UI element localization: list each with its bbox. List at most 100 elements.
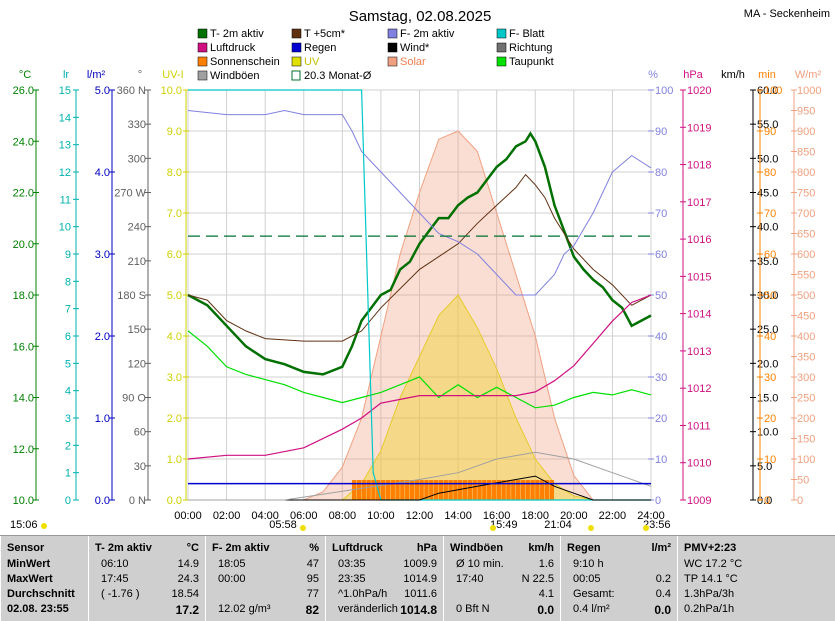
axis-tick-label-dir: 120 xyxy=(128,358,146,370)
table-cell-label: 18:05 xyxy=(218,558,246,570)
legend-swatch xyxy=(496,28,507,39)
table-cell-value: 1009.9 xyxy=(403,558,437,570)
series-t-5cm- xyxy=(187,173,652,342)
table-header-unit: % xyxy=(309,542,319,554)
table-header-unit: l/m² xyxy=(651,542,671,554)
axis-tick-label-dir: 330 xyxy=(128,119,146,131)
axis-tick-label-temp: 16.0 xyxy=(13,341,34,353)
axis-tick-label-temp: 18.0 xyxy=(13,290,34,302)
legend-label: UV xyxy=(304,56,320,68)
axis-tick-label-wind: 50.0 xyxy=(757,153,778,165)
axis-tick-label-lr: 4 xyxy=(65,386,71,398)
table-cell-value: 95 xyxy=(306,573,319,585)
axis-tick-label-min: 60 xyxy=(764,249,776,261)
sun-mark-label: 21:04 xyxy=(544,519,572,531)
table-cell-value: 0.0 xyxy=(537,603,554,617)
axis-tick-label-uvi: 3.0 xyxy=(167,372,182,384)
axis-unit-rain: l/m² xyxy=(87,69,106,81)
sunshine-bar xyxy=(487,480,492,500)
axis-tick-label-lr: 0 xyxy=(65,495,71,507)
axis-tick-label-uvi: 10.0 xyxy=(161,85,182,97)
sunshine-bar xyxy=(400,480,405,500)
axis-tick-label-hum: 90 xyxy=(655,126,667,138)
axis-tick-label-uvi: 9.0 xyxy=(167,126,182,138)
axis-tick-label-wind: 55.0 xyxy=(757,119,778,131)
table-cell-text: 0.2hPa/1h xyxy=(684,603,735,615)
axis-tick-label-dir: 300 xyxy=(128,153,146,165)
axis-tick-label-uvi: 4.0 xyxy=(167,331,182,343)
chart-legend: T- 2m aktiv T +5cm* F- 2m aktiv F- Blatt Luf… xyxy=(197,28,554,82)
legend-swatch xyxy=(496,56,507,67)
legend-label: Regen xyxy=(304,42,336,54)
axis-unit-solar: W/m² xyxy=(795,69,822,81)
sun-icon xyxy=(300,525,306,531)
axis-tick-label-press: 1013 xyxy=(687,346,711,358)
axis-tick-label-uvi: 6.0 xyxy=(167,249,182,261)
axis-tick-label-lr: 3 xyxy=(65,413,71,425)
axis-tick-label-rain: 5.0 xyxy=(95,85,110,97)
legend-label: Richtung xyxy=(509,42,552,54)
table-header-unit: °C xyxy=(186,542,199,554)
axis-tick-label-press: 1009 xyxy=(687,495,711,507)
table-cell-label: 00:00 xyxy=(218,573,246,585)
legend-label: T +5cm* xyxy=(304,28,346,40)
axis-tick-label-hum: 60 xyxy=(655,249,667,261)
summary-table: Sensor MinWert MaxWert Durchschnitt 02.08. 2… xyxy=(0,535,835,621)
axis-tick-label-solar: 250 xyxy=(797,393,815,405)
sunshine-bar xyxy=(472,480,477,500)
table-column: Windböen km/h Ø 10 min. 1.6 17:40 N 22.5 4.1 0 … xyxy=(443,536,560,621)
axis-tick-label-solar: 1000 xyxy=(797,85,821,97)
x-tick-label: 00:00 xyxy=(174,510,202,522)
x-tick-label: 18:00 xyxy=(521,510,549,522)
axis-tick-label-press: 1015 xyxy=(687,271,711,283)
axis-tick-label-hum: 20 xyxy=(655,413,667,425)
axis-tick-label-hum: 80 xyxy=(655,167,667,179)
axis-tick-label-solar: 850 xyxy=(797,147,815,159)
legend-label: Luftdruck xyxy=(210,42,256,54)
axis-tick-label-temp: 26.0 xyxy=(13,85,34,97)
table-row-label: MaxWert xyxy=(7,573,53,585)
table-cell-label: 03:35 xyxy=(338,558,366,570)
table-header: PMV+2:23 xyxy=(684,542,737,554)
axis-tick-label-lr: 12 xyxy=(59,167,71,179)
axis-tick-label-min: 80 xyxy=(764,167,776,179)
axis-tick-label-press: 1012 xyxy=(687,383,711,395)
sunshine-bar xyxy=(515,480,521,500)
x-tick-label: 06:00 xyxy=(290,510,318,522)
axis-tick-label-temp: 20.0 xyxy=(13,239,34,251)
axis-tick-label-rain: 0.0 xyxy=(95,495,110,507)
series-luftdruck xyxy=(187,294,652,460)
legend-label: Wind* xyxy=(400,42,430,54)
axis-tick-label-rain: 1.0 xyxy=(95,413,110,425)
chart-axes: 00:00 02:00 04:00 06:00 08:00 10:00 12:00 14:00… xyxy=(10,69,821,531)
sun-icon xyxy=(588,525,594,531)
axis-tick-label-solar: 800 xyxy=(797,167,815,179)
table-cell-label: 0.4 l/m² xyxy=(573,603,610,615)
x-tick-label: 04:00 xyxy=(251,510,279,522)
sunshine-bar xyxy=(549,480,555,500)
sun-mark-label: 05:58 xyxy=(269,519,297,531)
x-tick-label: 14:00 xyxy=(444,510,472,522)
legend-swatch xyxy=(291,70,301,81)
sunshine-bar xyxy=(371,480,376,500)
table-cell-label: 23:35 xyxy=(338,573,366,585)
x-tick-label: 20:00 xyxy=(560,510,588,522)
axis-tick-label-solar: 700 xyxy=(797,208,815,220)
sun-mark-label: 15:06 xyxy=(10,519,38,531)
weather-chart: Samstag, 02.08.2025 MA - Seckenheim T- 2… xyxy=(10,8,830,531)
axis-tick-label-hum: 0 xyxy=(655,495,661,507)
table-cell-text: 1.3hPa/3h xyxy=(684,588,735,600)
axis-unit-press: hPa xyxy=(683,69,703,81)
table-cell-text: TP 14.1 °C xyxy=(684,573,738,585)
axis-tick-label-press: 1018 xyxy=(687,160,711,172)
axis-tick-label-press: 1019 xyxy=(687,122,711,134)
axis-tick-label-solar: 400 xyxy=(797,331,815,343)
axis-tick-label-dir: 30 xyxy=(134,461,146,473)
axis-tick-label-lr: 7 xyxy=(65,304,71,316)
axis-tick-label-hum: 40 xyxy=(655,331,667,343)
sunshine-bar xyxy=(520,480,526,500)
legend-swatch xyxy=(387,56,398,67)
sunshine-bar xyxy=(395,480,400,500)
sun-mark-label: 15:49 xyxy=(490,519,518,531)
legend-label: Sonnenschein xyxy=(210,56,280,68)
